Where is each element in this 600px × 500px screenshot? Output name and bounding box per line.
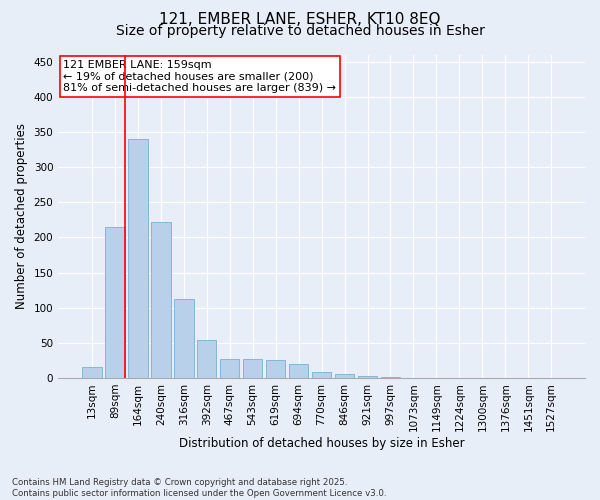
Text: 121 EMBER LANE: 159sqm
← 19% of detached houses are smaller (200)
81% of semi-de: 121 EMBER LANE: 159sqm ← 19% of detached… [64,60,337,93]
Bar [220,359,239,378]
X-axis label: Distribution of detached houses by size in Esher: Distribution of detached houses by size … [179,437,464,450]
Bar [174,298,194,378]
Bar [289,364,308,378]
Text: Size of property relative to detached houses in Esher: Size of property relative to detached ho… [116,24,484,38]
Bar [381,377,400,378]
Bar [197,340,217,378]
Bar [358,376,377,378]
Bar [243,359,262,378]
Text: Contains HM Land Registry data © Crown copyright and database right 2025.
Contai: Contains HM Land Registry data © Crown c… [12,478,386,498]
Bar [82,366,101,378]
Bar [312,372,331,378]
Text: 121, EMBER LANE, ESHER, KT10 8EQ: 121, EMBER LANE, ESHER, KT10 8EQ [159,12,441,28]
Bar [128,139,148,378]
Bar [151,222,170,378]
Bar [266,360,286,378]
Y-axis label: Number of detached properties: Number of detached properties [15,124,28,310]
Bar [335,374,355,378]
Bar [105,227,125,378]
